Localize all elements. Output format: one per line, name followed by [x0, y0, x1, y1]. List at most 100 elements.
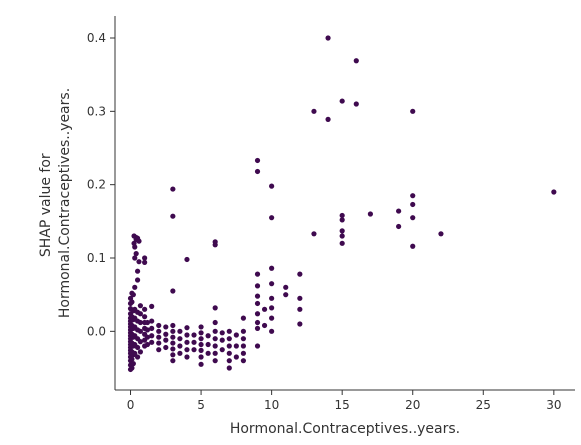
data-point: [205, 333, 211, 339]
data-point: [129, 356, 135, 362]
data-point: [226, 328, 232, 334]
data-point: [212, 239, 218, 245]
data-point: [396, 223, 402, 230]
x-axis-label: Hormonal.Contraceptives..years.: [230, 421, 460, 437]
y-tick-label: 0.2: [87, 178, 106, 192]
data-point: [410, 108, 416, 114]
data-point: [339, 240, 345, 246]
data-point: [149, 318, 155, 324]
data-point: [170, 352, 176, 358]
data-point: [297, 295, 303, 301]
data-point: [254, 325, 261, 331]
data-point: [170, 322, 176, 329]
y-tick-label: 0.3: [87, 104, 106, 118]
data-point: [142, 259, 148, 265]
data-point: [297, 271, 303, 277]
data-point: [212, 336, 218, 342]
data-point: [219, 347, 225, 353]
data-point: [198, 330, 204, 336]
data-point: [325, 116, 331, 122]
data-point: [163, 337, 169, 343]
data-point: [170, 334, 176, 340]
data-point: [269, 183, 275, 189]
data-point: [212, 343, 218, 349]
y-axis-label-line-1: SHAP value for: [38, 153, 54, 257]
data-point: [254, 168, 261, 175]
data-point: [226, 358, 232, 364]
y-ticks: 0.0 0.1 0.2 0.3 0.4: [87, 31, 115, 338]
data-point: [129, 365, 135, 371]
data-point: [240, 336, 247, 342]
data-point: [254, 293, 261, 299]
data-point: [297, 306, 303, 312]
data-point: [184, 332, 190, 338]
data-point: [177, 343, 183, 349]
data-point: [410, 193, 416, 199]
data-point: [240, 315, 247, 321]
data-point: [170, 328, 176, 334]
data-point: [219, 337, 225, 343]
data-point: [137, 328, 143, 334]
data-point: [136, 238, 142, 244]
data-point: [438, 231, 444, 237]
x-tick-label: 15: [335, 398, 350, 412]
data-point: [212, 305, 218, 311]
x-ticks: 0 5 10 15 20 25 30: [127, 390, 561, 412]
data-point: [269, 295, 275, 301]
data-point: [396, 208, 402, 214]
data-point: [339, 212, 345, 219]
points-layer: [127, 35, 557, 373]
data-point: [184, 347, 190, 353]
data-point: [177, 336, 183, 342]
data-point: [163, 344, 169, 351]
data-point: [198, 341, 204, 348]
y-axis-label-line-2: Hormonal.Contraceptives..years.: [57, 88, 73, 318]
data-point: [410, 243, 416, 249]
data-point: [144, 341, 151, 348]
x-tick-label: 25: [476, 398, 491, 412]
data-point: [163, 324, 169, 330]
y-tick-label: 0.1: [87, 251, 106, 265]
data-point: [170, 288, 176, 294]
data-point: [184, 325, 190, 331]
data-point: [240, 343, 247, 349]
data-point: [233, 332, 239, 338]
data-point: [212, 350, 218, 356]
data-point: [156, 347, 162, 353]
data-point: [184, 354, 190, 360]
data-point: [240, 350, 247, 356]
data-point: [226, 350, 232, 356]
x-tick-label: 20: [405, 398, 420, 412]
data-point: [269, 305, 275, 311]
data-point: [137, 319, 143, 326]
data-point: [198, 324, 204, 330]
data-point: [269, 265, 275, 271]
data-point: [142, 314, 148, 320]
data-point: [226, 336, 232, 342]
data-point: [137, 311, 143, 317]
data-point: [170, 213, 176, 219]
data-point: [205, 350, 211, 356]
data-point: [191, 347, 197, 353]
data-point: [233, 354, 239, 360]
data-point: [205, 341, 211, 348]
data-point: [269, 315, 275, 321]
data-point: [233, 343, 239, 349]
data-point: [144, 334, 151, 340]
data-point: [254, 311, 261, 317]
data-point: [132, 244, 138, 250]
data-point: [339, 98, 345, 104]
data-point: [269, 215, 275, 221]
data-point: [551, 189, 557, 195]
data-point: [149, 333, 155, 339]
data-point: [240, 328, 247, 334]
x-tick-label: 30: [546, 398, 561, 412]
data-point: [311, 231, 317, 237]
data-point: [132, 284, 138, 290]
data-point: [149, 303, 155, 309]
data-point: [339, 228, 345, 234]
data-point: [226, 343, 232, 349]
data-point: [226, 365, 232, 371]
data-point: [254, 271, 261, 277]
